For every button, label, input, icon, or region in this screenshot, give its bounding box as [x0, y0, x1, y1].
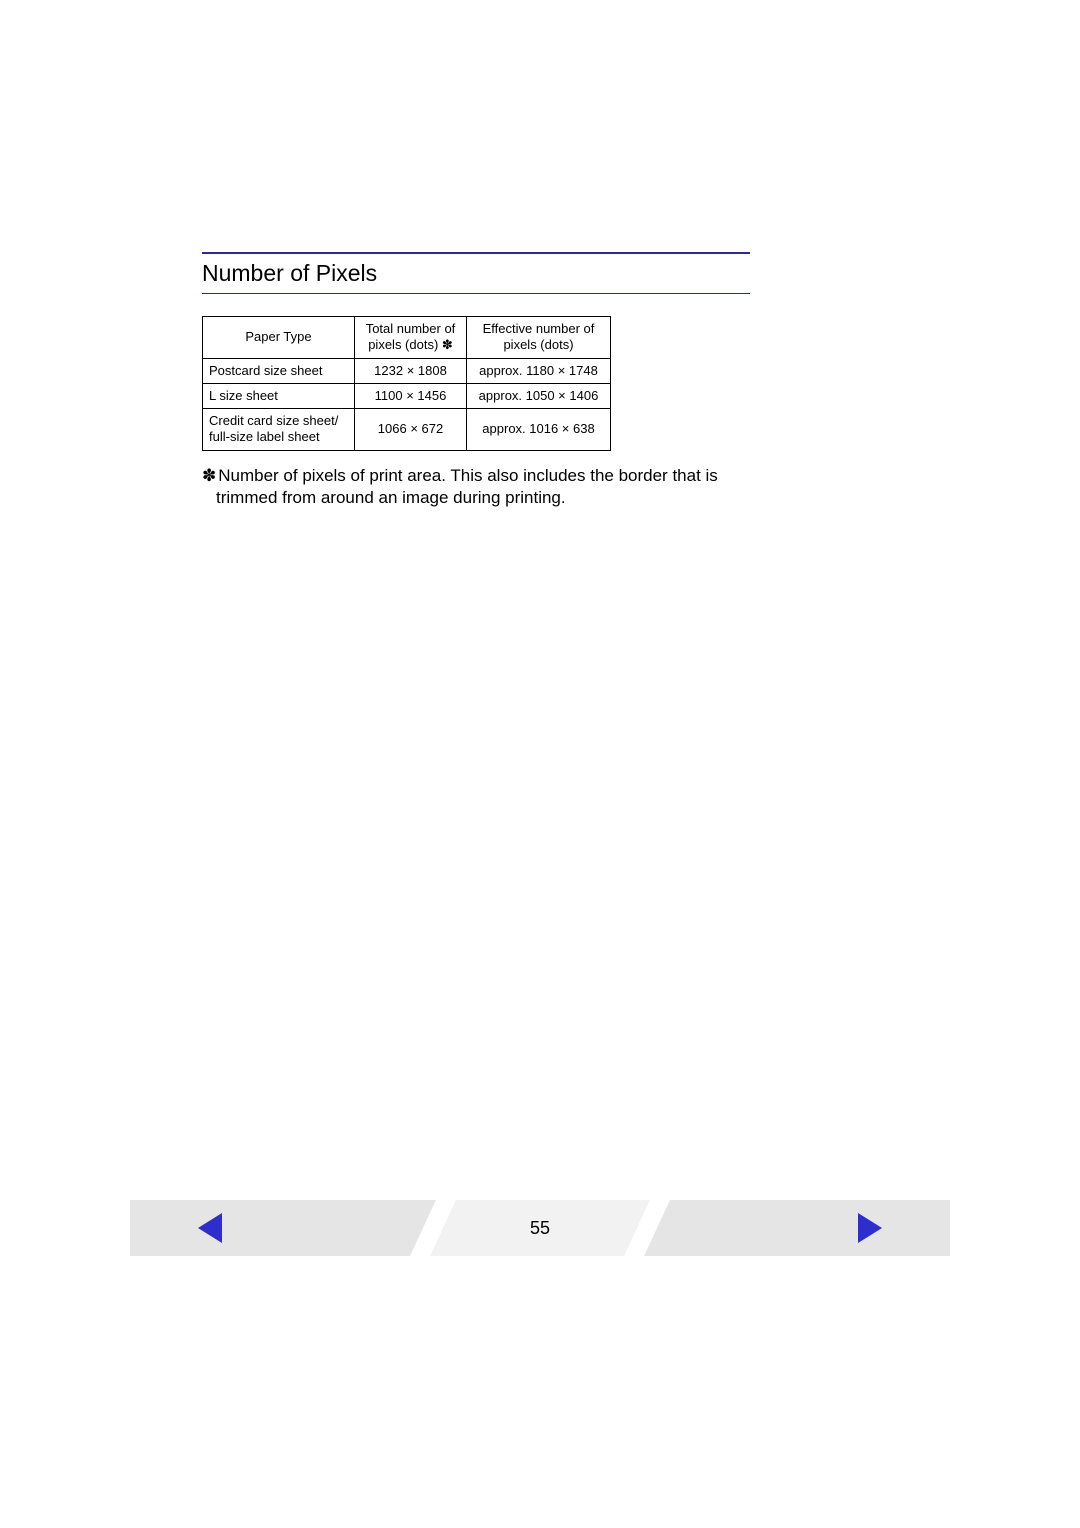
next-page-button[interactable] — [858, 1213, 882, 1243]
cell-paper-type: L size sheet — [203, 383, 355, 408]
page-number: 55 — [530, 1218, 550, 1239]
cell-paper-type: Credit card size sheet/ full-size label … — [203, 409, 355, 451]
col-header-effective-pixels: Effective number of pixels (dots) — [467, 317, 611, 359]
cell-total: 1066 × 672 — [355, 409, 467, 451]
document-page: Number of Pixels Paper Type Total number… — [130, 0, 950, 1528]
cell-total: 1100 × 1456 — [355, 383, 467, 408]
content-area: Number of Pixels Paper Type Total number… — [202, 252, 750, 510]
cell-effective: approx. 1016 × 638 — [467, 409, 611, 451]
triangle-left-icon — [198, 1213, 222, 1243]
footer-seg-mid: 55 — [430, 1200, 650, 1256]
triangle-right-icon — [858, 1213, 882, 1243]
table-row: L size sheet 1100 × 1456 approx. 1050 × … — [203, 383, 611, 408]
pixels-table: Paper Type Total number of pixels (dots)… — [202, 316, 611, 451]
cell-effective: approx. 1180 × 1748 — [467, 358, 611, 383]
heading-rule-bottom — [202, 293, 750, 294]
col-header-paper-type: Paper Type — [203, 317, 355, 359]
footnote-text: Number of pixels of print area. This als… — [216, 466, 718, 508]
footnote: ✽Number of pixels of print area. This al… — [202, 465, 756, 511]
table-row: Credit card size sheet/ full-size label … — [203, 409, 611, 451]
col-header-total-pixels: Total number of pixels (dots) ✽ — [355, 317, 467, 359]
footer-nav: 55 — [130, 1200, 950, 1256]
cell-effective: approx. 1050 × 1406 — [467, 383, 611, 408]
cell-total: 1232 × 1808 — [355, 358, 467, 383]
cell-paper-type: Postcard size sheet — [203, 358, 355, 383]
footer-seg-right — [644, 1200, 950, 1256]
footer-seg-left — [130, 1200, 436, 1256]
heading-rule-top — [202, 252, 750, 254]
table-header-row: Paper Type Total number of pixels (dots)… — [203, 317, 611, 359]
table-row: Postcard size sheet 1232 × 1808 approx. … — [203, 358, 611, 383]
prev-page-button[interactable] — [198, 1213, 222, 1243]
section-heading: Number of Pixels — [202, 256, 750, 293]
footnote-marker: ✽ — [202, 466, 218, 485]
